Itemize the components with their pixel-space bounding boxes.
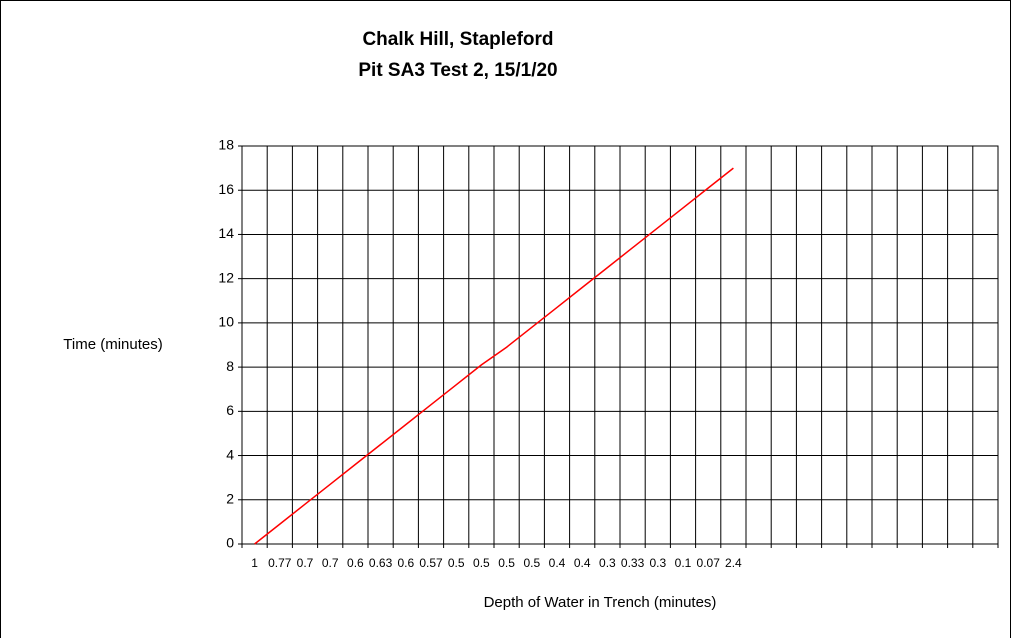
x-tick-label: 0.6 (347, 556, 364, 570)
y-tick-label: 0 (226, 535, 234, 551)
plot-area (241, 145, 999, 545)
y-tick-label: 2 (226, 490, 234, 506)
x-tick-label: 0.5 (498, 556, 515, 570)
chart-title: Chalk Hill, Stapleford (362, 29, 553, 50)
x-tick-label: 0.7 (322, 556, 339, 570)
x-tick-label: 0.4 (574, 556, 591, 570)
y-tick-label: 8 (226, 358, 234, 374)
x-tick-label: 0.63 (369, 556, 393, 570)
x-tick-label: 0.6 (397, 556, 414, 570)
x-tick-label: 0.57 (419, 556, 443, 570)
x-tick-label: 0.7 (297, 556, 314, 570)
x-tick-label: 1 (251, 556, 258, 570)
series-line (254, 167, 734, 545)
y-tick-label: 10 (218, 314, 234, 330)
y-tick-label: 4 (226, 446, 234, 462)
x-tick-label: 0.5 (448, 556, 465, 570)
y-tick-label: 18 (218, 137, 234, 153)
x-tick-label: 0.5 (473, 556, 490, 570)
y-tick-label: 14 (218, 225, 234, 241)
y-tick-label: 12 (218, 269, 234, 285)
chart-subtitle: Pit SA3 Test 2, 15/1/20 (358, 60, 557, 81)
y-axis-label: Time (minutes) (63, 336, 162, 353)
x-tick-label: 0.07 (697, 556, 721, 570)
x-tick-label: 0.1 (675, 556, 692, 570)
x-tick-label: 0.5 (523, 556, 540, 570)
y-tick-label: 16 (218, 181, 234, 197)
x-tick-label: 0.4 (549, 556, 566, 570)
x-tick-label: 2.4 (725, 556, 742, 570)
x-axis-label: Depth of Water in Trench (minutes) (484, 594, 717, 611)
y-tick-label: 6 (226, 402, 234, 418)
x-tick-label: 0.77 (268, 556, 292, 570)
x-tick-label: 0.3 (599, 556, 616, 570)
x-tick-label: 0.33 (621, 556, 645, 570)
x-tick-label: 0.3 (649, 556, 666, 570)
